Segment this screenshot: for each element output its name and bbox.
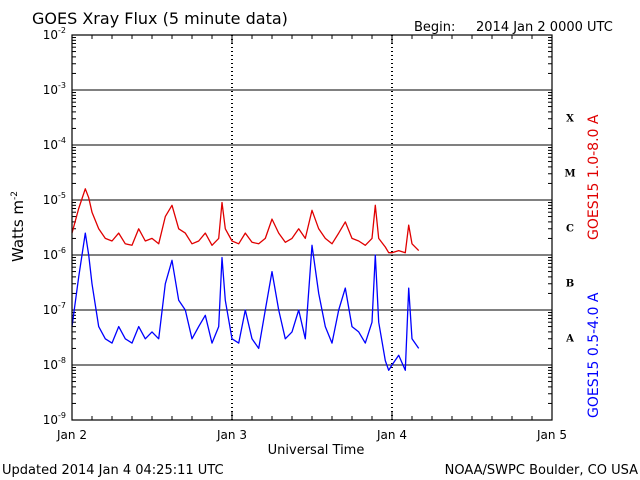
x-tick-label: Jan 3	[216, 428, 247, 442]
y-tick-exponent: -8	[58, 356, 66, 365]
y-tick-exponent: -3	[58, 81, 66, 90]
flare-class-a: A	[565, 334, 574, 345]
flare-class-labels: A B C M X	[564, 114, 575, 345]
begin-label: Begin:	[414, 20, 455, 35]
begin-value: 2014 Jan 2 0000 UTC	[476, 20, 613, 35]
flare-class-x: X	[566, 114, 574, 125]
y-tick-base: 10	[43, 413, 58, 427]
y-tick-base: 10	[43, 138, 58, 152]
y-tick-label: 10-7	[43, 301, 66, 317]
series-line-short-channel	[71, 232, 420, 371]
y-axis-label-text: Watts m	[9, 200, 27, 262]
y-tick-label: 10-3	[43, 81, 66, 97]
credit-text: NOAA/SWPC Boulder, CO USA	[445, 463, 638, 478]
flare-class-c: C	[566, 224, 574, 235]
y-tick-base: 10	[43, 303, 58, 317]
y-tick-base: 10	[43, 193, 58, 207]
x-tick-label: Jan 2	[56, 428, 87, 442]
y-tick-label: 10-2	[43, 26, 66, 42]
y-tick-label: 10-6	[43, 246, 66, 262]
y-tick-exponent: -2	[58, 26, 66, 35]
y-tick-label: 10-8	[43, 356, 66, 372]
y-axis-label: Watts m-2	[9, 191, 27, 262]
x-tick-labels: Jan 2 Jan 3 Jan 4 Jan 5	[56, 428, 567, 442]
y-tick-exponent: -4	[58, 136, 66, 145]
updated-timestamp: Updated 2014 Jan 4 04:25:11 UTC	[2, 463, 224, 478]
x-axis-label: Universal Time	[268, 443, 365, 458]
plot-frame	[71, 34, 553, 421]
y-tick-base: 10	[43, 248, 58, 262]
y-tick-base: 10	[43, 83, 58, 97]
y-tick-label: 10-5	[43, 191, 66, 207]
y-tick-exponent: -5	[58, 191, 66, 200]
x-tick-label: Jan 5	[536, 428, 567, 442]
legend-long-channel: GOES15 1.0-8.0 A	[586, 114, 602, 240]
y-tick-label: 10-4	[43, 136, 66, 152]
flare-class-m: M	[564, 169, 575, 180]
y-tick-labels: 10-910-810-710-610-510-410-310-2	[43, 26, 66, 427]
y-tick-exponent: -6	[58, 246, 66, 255]
y-tick-exponent: -7	[58, 301, 66, 310]
y-tick-base: 10	[43, 28, 58, 42]
grid-lines	[72, 35, 552, 420]
y-tick-base: 10	[43, 358, 58, 372]
chart-title: GOES Xray Flux (5 minute data)	[32, 9, 288, 28]
x-tick-label: Jan 4	[376, 428, 407, 442]
y-axis-label-sup: -2	[10, 191, 20, 200]
series-line-long-channel	[71, 188, 420, 254]
series-layer	[71, 188, 420, 371]
y-tick-exponent: -9	[58, 411, 66, 420]
legend-short-channel: GOES15 0.5-4.0 A	[586, 292, 602, 418]
minor-ticks	[71, 35, 553, 420]
y-tick-label: 10-9	[43, 411, 66, 427]
flare-class-b: B	[566, 279, 574, 290]
